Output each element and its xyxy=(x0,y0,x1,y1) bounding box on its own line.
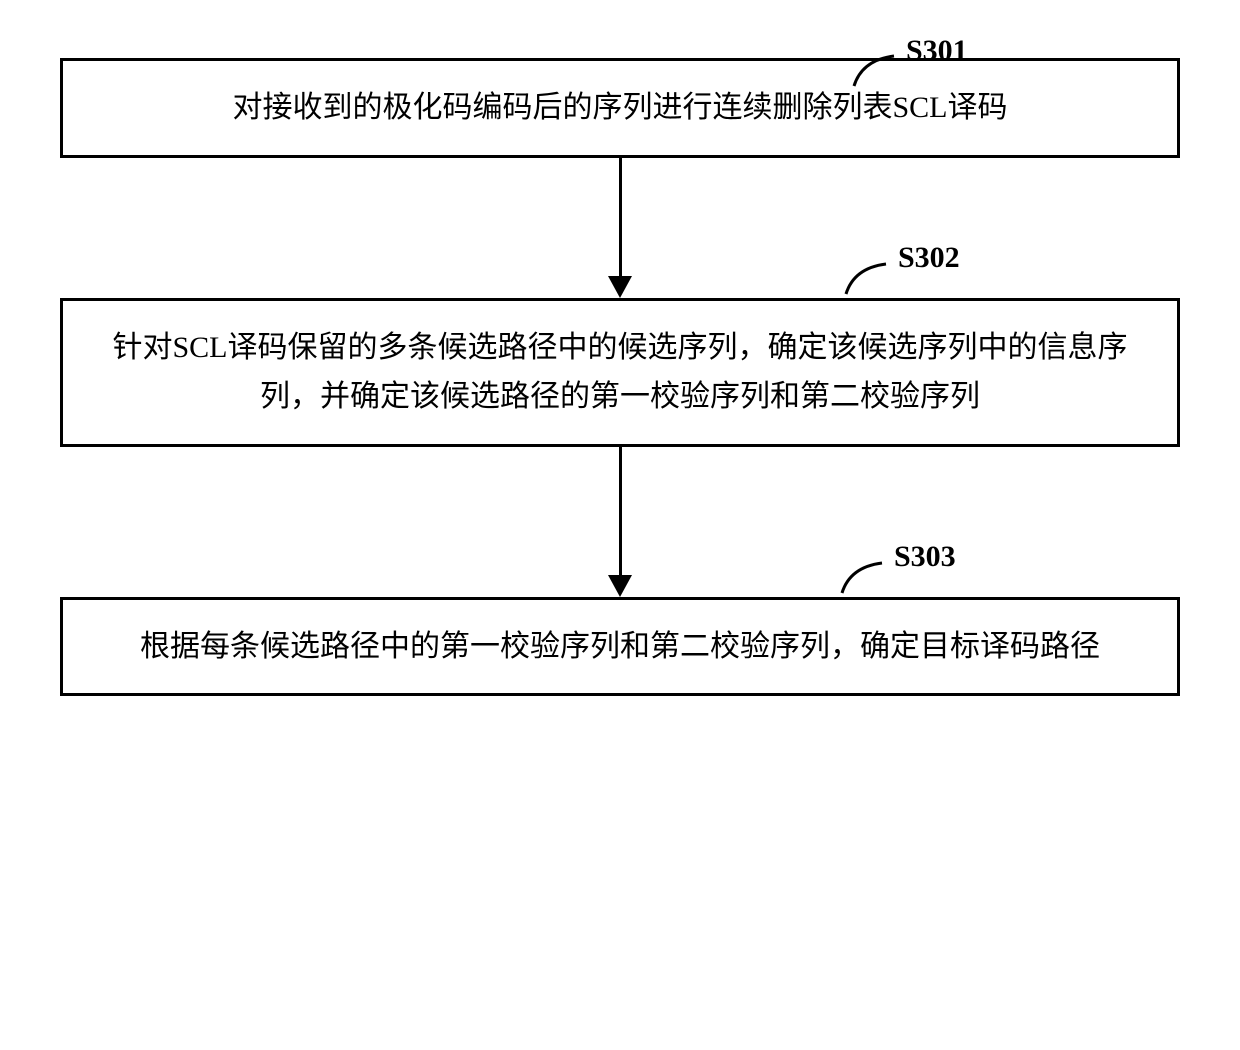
label-curve-3 xyxy=(838,557,892,597)
step-box-1: 对接收到的极化码编码后的序列进行连续删除列表SCL译码 xyxy=(60,58,1180,158)
label-curve-1 xyxy=(850,50,904,90)
step-label-1: S301 xyxy=(906,34,968,68)
step-text-1: 对接收到的极化码编码后的序列进行连续删除列表SCL译码 xyxy=(232,91,1007,124)
step-box-2: 针对SCL译码保留的多条候选路径中的候选序列，确定该候选序列中的信息序列，并确定… xyxy=(60,298,1180,447)
step-label-3: S303 xyxy=(894,540,956,574)
flowchart-container: S301 对接收到的极化码编码后的序列进行连续删除列表SCL译码 S302 针对… xyxy=(60,30,1180,696)
label-curve-2 xyxy=(842,258,896,298)
step-text-3: 根据每条候选路径中的第一校验序列和第二校验序列，确定目标译码路径 xyxy=(140,630,1100,663)
step-group-3: S303 根据每条候选路径中的第一校验序列和第二校验序列，确定目标译码路径 xyxy=(60,597,1180,697)
arrow-head-1 xyxy=(608,276,632,298)
arrow-line-2 xyxy=(619,447,622,575)
step-group-1: S301 对接收到的极化码编码后的序列进行连续删除列表SCL译码 xyxy=(60,58,1180,158)
step-label-2: S302 xyxy=(898,241,960,275)
arrow-2 xyxy=(60,447,1180,597)
label-text-3: S303 xyxy=(894,540,956,573)
label-text-1: S301 xyxy=(906,34,968,67)
arrow-line-1 xyxy=(619,158,622,276)
arrow-head-2 xyxy=(608,575,632,597)
arrow-1 xyxy=(60,158,1180,298)
step-group-2: S302 针对SCL译码保留的多条候选路径中的候选序列，确定该候选序列中的信息序… xyxy=(60,298,1180,447)
label-text-2: S302 xyxy=(898,241,960,274)
step-text-2: 针对SCL译码保留的多条候选路径中的候选序列，确定该候选序列中的信息序列，并确定… xyxy=(112,331,1127,414)
step-box-3: 根据每条候选路径中的第一校验序列和第二校验序列，确定目标译码路径 xyxy=(60,597,1180,697)
